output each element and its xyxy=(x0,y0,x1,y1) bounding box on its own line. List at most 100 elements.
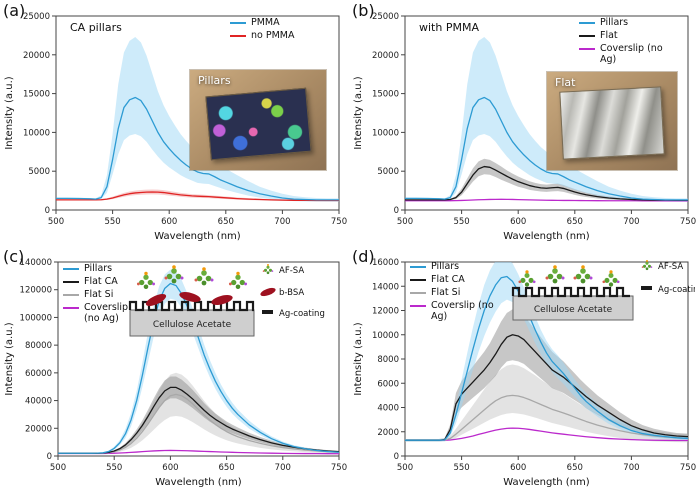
y-tick-label: 8000 xyxy=(377,355,399,365)
legend-label: no PMMA xyxy=(251,29,295,41)
panel-a: (a) 500 550 600 650 700 750 0 5000 10000 15000 200… xyxy=(0,0,348,246)
x-tick-label: 500 xyxy=(48,217,64,227)
x-tick-label: 700 xyxy=(275,463,291,473)
line-flat-ca xyxy=(58,386,339,454)
panel-label-d: (d) xyxy=(352,247,375,266)
afsa-label: AF-SA xyxy=(279,266,304,276)
legend-swatch xyxy=(230,34,246,37)
x-tick-label: 550 xyxy=(453,217,469,227)
legend-swatch xyxy=(63,293,79,296)
cellulose-acetate-substrate xyxy=(512,295,634,321)
y-axis-label: Intensity (a.u.) xyxy=(353,76,364,149)
y-tick-label: 5000 xyxy=(28,167,50,177)
legend-label: Flat Si xyxy=(431,286,461,298)
band-pillars xyxy=(405,36,688,202)
y-tick-label: 20000 xyxy=(23,51,50,61)
assay-diagram: Cellulose Acetate AF-SA b-BSA Ag-coating xyxy=(128,264,325,337)
y-tick-label: 25000 xyxy=(23,12,50,22)
line-pillars xyxy=(405,96,688,201)
cellulose-acetate-label: Cellulose Acetate xyxy=(534,305,613,315)
legend-item: Pillars xyxy=(579,17,675,29)
bbsa-label: b-BSA xyxy=(279,288,304,298)
x-tick-label: 700 xyxy=(274,217,290,227)
x-axis-label: Wavelength (nm) xyxy=(155,477,241,488)
y-tick-label: 25000 xyxy=(372,12,399,22)
cellulose-acetate-label: Cellulose Acetate xyxy=(153,320,232,330)
x-tick-label: 750 xyxy=(680,463,696,473)
band-pmma xyxy=(56,36,339,202)
line-coverslip-no-ag- xyxy=(405,427,688,442)
legend-label: Pillars xyxy=(431,261,460,272)
y-tick-label: 100000 xyxy=(20,313,52,323)
sample-flat xyxy=(559,86,666,159)
legend-label: Pillars xyxy=(600,17,629,28)
x-tick-label: 750 xyxy=(331,217,347,227)
legend-d: Pillars Flat CA Flat Si Coverslip (no Ag) xyxy=(410,261,510,323)
legend-swatch xyxy=(410,266,426,268)
y-tick-label: 6000 xyxy=(377,379,399,389)
y-tick-label: 5000 xyxy=(377,167,399,177)
y-tick-label: 120000 xyxy=(20,286,52,296)
y-tick-label: 4000 xyxy=(377,404,399,414)
legend-item: Coverslip (no Ag) xyxy=(410,300,510,323)
cellulose-acetate-substrate xyxy=(129,309,255,337)
x-tick-label: 550 xyxy=(104,217,120,227)
y-tick-label: 15000 xyxy=(23,90,50,100)
bsa-blob xyxy=(179,292,201,302)
legend-swatch xyxy=(63,306,79,309)
legend-label: Flat CA xyxy=(84,275,118,287)
panel-label-a: (a) xyxy=(3,1,26,20)
legend-label: Flat Si xyxy=(84,288,114,300)
x-tick-label: 750 xyxy=(331,463,347,473)
x-tick-label: 600 xyxy=(510,217,526,227)
inset-photo-flat: Flat xyxy=(547,72,677,170)
bsa-blob xyxy=(211,295,233,305)
x-tick-label: 650 xyxy=(218,463,234,473)
x-tick-label: 500 xyxy=(397,217,413,227)
line-coverslip-no-ag- xyxy=(58,449,339,455)
legend-swatch xyxy=(63,268,79,270)
legend-swatch xyxy=(579,47,595,50)
streptavidin-molecule xyxy=(602,270,620,287)
streptavidin-molecule xyxy=(573,265,593,284)
x-tick-label: 500 xyxy=(50,463,66,473)
inset-photo-pillars: Pillars xyxy=(190,70,326,170)
panel-d: (d) 500 550 600 650 700 750 0 2000 4000 6000 8000 1… xyxy=(349,246,697,492)
y-tick-label: 10000 xyxy=(23,128,50,138)
y-tick-label: 12000 xyxy=(372,307,399,317)
legend-item: Flat CA xyxy=(410,274,510,286)
y-tick-label: 10000 xyxy=(372,128,399,138)
legend-item: Coverslip (no Ag) xyxy=(579,42,675,66)
y-tick-label: 0 xyxy=(47,452,52,462)
x-tick-label: 700 xyxy=(623,463,639,473)
legend-label: Coverslip (no Ag) xyxy=(600,42,663,65)
y-axis-label: Intensity (a.u.) xyxy=(4,322,15,395)
y-tick-label: 14000 xyxy=(372,282,399,292)
x-tick-label: 600 xyxy=(510,463,526,473)
y-axis-label: Intensity (a.u.) xyxy=(4,76,15,149)
x-axis-label: Wavelength (nm) xyxy=(503,231,589,242)
line-no-pmma xyxy=(56,191,339,202)
legend-swatch xyxy=(410,304,426,307)
line-coverslip-no-ag- xyxy=(405,198,688,202)
inset-diagram: Cellulose Acetate AF-SA b-BSA Ag-coating xyxy=(116,256,338,352)
legend-label: Coverslip (no Ag) xyxy=(84,301,129,324)
inset-photo-label: Pillars xyxy=(198,74,231,87)
legend-c: Pillars Flat CA Flat Si Coverslip (no Ag) xyxy=(63,263,129,325)
band-flat-si xyxy=(58,372,339,454)
x-tick-label: 700 xyxy=(623,217,639,227)
x-tick-label: 550 xyxy=(106,463,122,473)
legend-item: Flat xyxy=(579,30,675,42)
y-tick-label: 40000 xyxy=(25,397,52,407)
legend-swatch xyxy=(579,22,595,24)
panel-title: with PMMA xyxy=(419,21,479,34)
ag-coating-label: Ag-coating xyxy=(658,285,695,295)
inset-diagram: Cellulose Acetate AF-SA Ag-coating xyxy=(501,254,697,336)
panel-c: (c) 500 550 600 650 700 750 0 20000 40000 60000 80… xyxy=(0,246,348,492)
streptavidin-molecule xyxy=(518,270,536,287)
x-tick-label: 500 xyxy=(397,463,413,473)
streptavidin-molecule xyxy=(136,271,156,290)
ag-key-icon xyxy=(262,310,273,314)
legend-item: no PMMA xyxy=(230,29,320,42)
